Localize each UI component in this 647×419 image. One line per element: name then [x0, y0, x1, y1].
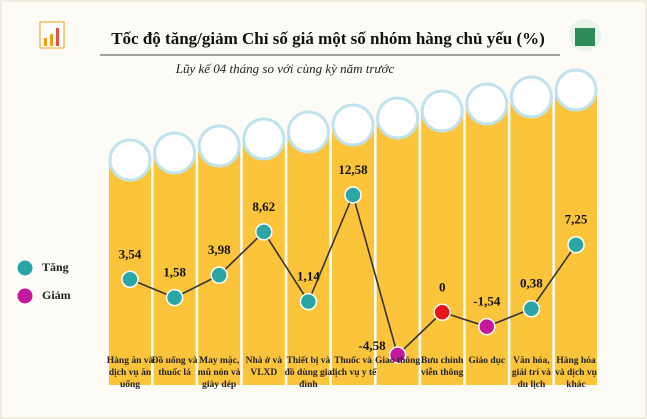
- marker: [255, 223, 273, 241]
- icon-circle: [554, 68, 598, 112]
- category-label: Thuốc và dịch vụ y tế: [329, 356, 377, 378]
- icon-circle: [286, 110, 330, 154]
- icon-circle: [331, 103, 375, 147]
- marker: [388, 346, 407, 364]
- value-label: 0: [439, 279, 446, 294]
- value-label: 3,98: [208, 242, 231, 257]
- column: [332, 130, 374, 385]
- icon-circle: [465, 82, 509, 126]
- value-label: 12,58: [338, 162, 368, 177]
- icon-circle: [509, 75, 553, 119]
- value-label: 7,25: [565, 212, 588, 227]
- icon-circle: [153, 131, 197, 175]
- category-label: Giáo dục: [468, 356, 506, 366]
- column: [242, 144, 285, 385]
- category-label: Thiết bị và đồ dùng gia đình: [284, 356, 333, 390]
- icon-circle: [108, 138, 152, 182]
- icon-circle: [197, 124, 241, 168]
- value-label: -1,54: [473, 294, 501, 309]
- marker: [478, 317, 496, 336]
- value-label: 3,54: [119, 246, 142, 261]
- legend-marker: [16, 259, 34, 277]
- legend-marker: [16, 287, 34, 305]
- category-label: Bưu chính viễn thông: [420, 356, 464, 378]
- legend-label: Giảm: [42, 288, 71, 302]
- value-label: 1,58: [163, 265, 186, 280]
- category-label: Giao thông: [375, 356, 421, 366]
- icon-circle: [242, 117, 286, 161]
- icon-circle: [420, 89, 464, 133]
- category-label: May mặc, mũ nón và giày dép: [197, 356, 241, 390]
- marker: [433, 303, 451, 322]
- logo: [39, 21, 65, 49]
- category-label: Văn hóa, giải trí và du lịch: [511, 356, 551, 390]
- legend-label: Tăng: [42, 260, 69, 274]
- marker: [344, 186, 362, 204]
- logo-right: [569, 19, 601, 51]
- chart-subtitle: Lũy kế 04 tháng so với cùng kỳ năm trước: [175, 61, 395, 76]
- column: [153, 158, 196, 385]
- column: [421, 116, 464, 385]
- category-label: Hàng hóa và dịch vụ khác: [555, 356, 597, 390]
- category-label: Nhà ở và VLXD: [245, 356, 282, 378]
- column: [465, 109, 508, 385]
- marker: [121, 270, 139, 289]
- value-label: 8,62: [252, 199, 275, 214]
- chart-title: Tốc độ tăng/giảm Chỉ số giá một số nhóm …: [111, 29, 545, 48]
- value-label: 1,14: [297, 269, 320, 284]
- marker: [567, 235, 585, 254]
- value-label: 0,38: [520, 276, 543, 291]
- marker: [299, 292, 318, 311]
- category-label: Hàng ăn và dịch vụ ăn uống: [106, 356, 154, 390]
- value-label: -4,58: [359, 338, 387, 353]
- marker: [522, 300, 541, 318]
- category-label: Đồ uống và thuốc lá: [151, 356, 198, 378]
- marker: [165, 288, 184, 307]
- icon-circle: [376, 96, 420, 140]
- marker: [210, 266, 228, 284]
- column: [510, 102, 553, 385]
- column: [287, 137, 330, 385]
